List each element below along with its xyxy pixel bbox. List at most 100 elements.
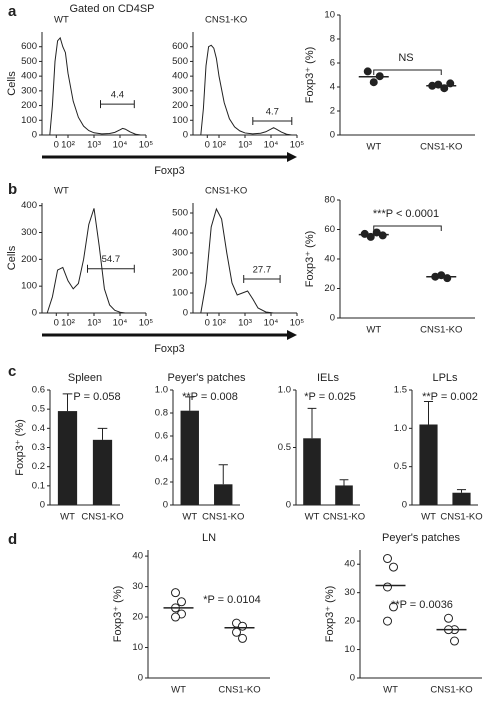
x-tick-label: CNS1-KO	[81, 512, 123, 523]
y-tick-label: 600	[172, 41, 188, 52]
y-tick-label: 0	[286, 500, 291, 511]
y-tick-label: 600	[21, 41, 37, 52]
y-tick-label: 300	[21, 85, 37, 96]
y-tick-label: 40	[324, 254, 335, 265]
data-point	[444, 613, 453, 623]
y-tick-label: 400	[21, 71, 37, 82]
bar	[303, 438, 321, 505]
x-tick-label: WT	[305, 512, 320, 523]
data-point	[383, 554, 392, 564]
histogram-line	[200, 207, 274, 314]
annotation: NS	[398, 52, 413, 64]
y-tick-label: 300	[172, 85, 188, 96]
y-tick-label: 200	[21, 254, 37, 265]
y-tick-label: 0.5	[394, 461, 407, 472]
x-tick-label: 10⁵	[139, 140, 154, 151]
y-tick-label: 80	[324, 195, 335, 206]
y-tick-label: 0.1	[32, 480, 45, 491]
y-tick-label: 0	[32, 130, 37, 141]
data-point	[383, 582, 392, 592]
annotation: ***P < 0.0001	[373, 208, 439, 220]
error-bar	[62, 393, 73, 412]
y-tick-label: 0.3	[32, 442, 45, 453]
y-tick-label: 500	[21, 56, 37, 67]
panel-label: a	[8, 3, 17, 20]
y-tick-label: 0.4	[32, 423, 45, 434]
bar	[214, 484, 233, 505]
data-point	[443, 274, 452, 283]
x-tick-label: CNS1-KO	[420, 325, 462, 336]
y-tick-label: 2	[330, 106, 335, 117]
y-tick-label: 300	[21, 227, 37, 238]
chart-title: CNS1-KO	[205, 15, 247, 26]
y-tick-label: 0	[32, 308, 37, 319]
y-tick-label: 1.0	[278, 385, 291, 396]
x-tick-label: WT	[182, 512, 197, 523]
significance-bracket	[373, 69, 442, 75]
x-tick-label: 10³	[87, 140, 101, 151]
histogram-line	[46, 208, 126, 314]
y-tick-label: 0	[183, 308, 188, 319]
x-axis-label: Foxp3	[154, 343, 185, 355]
y-tick-label: 400	[21, 200, 37, 211]
chart-title: CNS1-KO	[205, 186, 247, 197]
chart-title: WT	[54, 15, 69, 26]
y-tick-label: 0	[163, 500, 168, 511]
y-tick-label: 0.2	[32, 461, 45, 472]
chart-title: LN	[202, 532, 216, 544]
gate	[100, 100, 135, 109]
y-tick-label: 40	[344, 559, 355, 570]
data-point	[363, 67, 372, 76]
y-tick-label: 1.0	[394, 423, 407, 434]
y-tick-label: 500	[172, 208, 188, 219]
data-point	[232, 627, 241, 637]
y-tick-label: 20	[132, 612, 143, 623]
histogram-line	[49, 36, 141, 136]
y-tick-label: 1.0	[155, 385, 168, 396]
y-tick-label: 0	[183, 130, 188, 141]
y-tick-label: 0	[330, 313, 335, 324]
panel-label: b	[8, 181, 17, 198]
y-axis-label: Cells	[6, 245, 18, 270]
y-tick-label: 500	[172, 56, 188, 67]
x-tick-label: 0	[54, 318, 59, 329]
y-tick-label: 0	[402, 500, 407, 511]
x-tick-label: WT	[383, 685, 398, 696]
y-tick-label: 4	[330, 82, 335, 93]
y-tick-label: 200	[172, 268, 188, 279]
significance-bracket	[373, 225, 442, 231]
gate-label: 54.7	[102, 254, 121, 265]
error-bar	[339, 479, 349, 486]
annotation: *P = 0.025	[304, 391, 355, 403]
x-tick-label: 10²	[61, 318, 75, 329]
x-tick-label: 10²	[212, 140, 226, 151]
annotation: Gated on CD4SP	[70, 3, 155, 15]
data-point	[369, 78, 378, 87]
x-tick-label: 10³	[87, 318, 101, 329]
chart-title: Peyer's patches	[382, 532, 460, 544]
data-point	[171, 612, 180, 622]
y-tick-label: 6	[330, 58, 335, 69]
y-tick-label: 0.5	[32, 404, 45, 415]
x-tick-label: CNS1-KO	[202, 512, 244, 523]
x-tick-label: CNS1-KO	[430, 685, 472, 696]
x-tick-label: 10⁴	[264, 140, 279, 151]
x-tick-label: CNS1-KO	[323, 512, 365, 523]
y-tick-label: 0	[350, 673, 355, 684]
y-tick-label: 60	[324, 224, 335, 235]
data-point	[383, 616, 392, 626]
y-axis-label: Cells	[6, 71, 18, 96]
x-tick-label: 10³	[238, 140, 252, 151]
y-axis-label: Foxp3⁺ (%)	[304, 231, 316, 288]
gate-label: 4.4	[111, 90, 124, 101]
bar	[57, 411, 78, 505]
y-tick-label: 8	[330, 34, 335, 45]
x-tick-label: WT	[421, 512, 436, 523]
bar	[419, 424, 438, 505]
y-tick-label: 0.8	[155, 408, 168, 419]
gate	[252, 117, 293, 126]
y-tick-label: 100	[172, 115, 188, 126]
chart-title: LPLs	[432, 372, 458, 384]
x-tick-label: WT	[366, 325, 381, 336]
arrow-head	[287, 330, 297, 340]
